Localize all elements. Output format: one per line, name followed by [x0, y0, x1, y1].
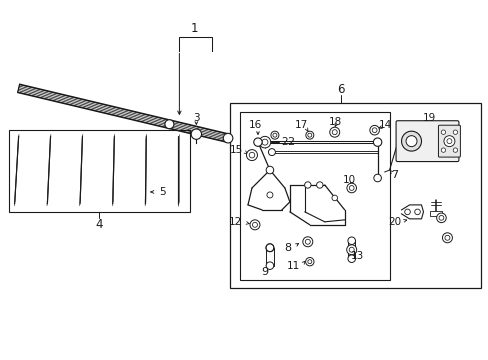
Circle shape — [440, 148, 445, 152]
Text: 12: 12 — [228, 217, 242, 227]
Circle shape — [329, 127, 339, 137]
Circle shape — [266, 192, 272, 198]
Text: 8: 8 — [284, 243, 291, 253]
Text: 16: 16 — [248, 120, 261, 130]
FancyBboxPatch shape — [395, 121, 458, 162]
Circle shape — [265, 166, 273, 174]
Circle shape — [348, 185, 353, 190]
Text: 3: 3 — [193, 113, 199, 123]
Circle shape — [267, 246, 271, 250]
Text: 4: 4 — [96, 218, 103, 231]
Text: 15: 15 — [229, 145, 243, 155]
Text: 10: 10 — [342, 175, 355, 185]
Text: 18: 18 — [328, 117, 342, 127]
Bar — [229, 103, 480, 288]
Circle shape — [331, 130, 337, 135]
Circle shape — [369, 125, 379, 135]
Circle shape — [452, 130, 457, 134]
Circle shape — [191, 129, 201, 139]
Circle shape — [346, 183, 356, 193]
Circle shape — [265, 244, 273, 252]
Circle shape — [265, 244, 273, 252]
Circle shape — [446, 139, 451, 144]
Circle shape — [262, 139, 267, 145]
Circle shape — [371, 128, 376, 132]
Circle shape — [249, 152, 254, 158]
Circle shape — [265, 262, 273, 269]
Circle shape — [346, 245, 356, 255]
Text: 14: 14 — [378, 120, 391, 130]
Bar — [240, 112, 389, 280]
Circle shape — [442, 233, 451, 243]
Circle shape — [401, 131, 421, 151]
Text: 17: 17 — [295, 120, 308, 130]
FancyBboxPatch shape — [438, 125, 459, 157]
Bar — [9, 130, 190, 212]
Circle shape — [305, 257, 313, 266]
Circle shape — [223, 134, 232, 143]
Circle shape — [373, 174, 381, 182]
Text: 20: 20 — [387, 217, 401, 227]
Circle shape — [268, 149, 275, 156]
Text: 9: 9 — [261, 267, 268, 276]
Circle shape — [253, 138, 262, 146]
Circle shape — [246, 150, 257, 161]
Bar — [429, 211, 442, 216]
Circle shape — [444, 235, 449, 240]
Text: 11: 11 — [286, 261, 299, 271]
Circle shape — [443, 136, 454, 147]
Bar — [347, 241, 355, 259]
Circle shape — [331, 195, 337, 201]
Circle shape — [436, 213, 446, 222]
Circle shape — [272, 133, 276, 137]
Circle shape — [316, 182, 322, 188]
Circle shape — [452, 148, 457, 152]
Text: 7: 7 — [391, 170, 398, 180]
Circle shape — [252, 222, 257, 227]
Text: 1: 1 — [190, 22, 198, 35]
Text: 19: 19 — [422, 113, 435, 123]
Text: 13: 13 — [350, 251, 364, 261]
Circle shape — [305, 131, 313, 139]
Circle shape — [414, 209, 420, 215]
Text: 5: 5 — [159, 187, 165, 197]
Circle shape — [304, 182, 310, 188]
Circle shape — [347, 255, 355, 262]
Circle shape — [305, 239, 310, 244]
Circle shape — [164, 120, 174, 129]
Circle shape — [347, 237, 355, 244]
Circle shape — [307, 260, 311, 264]
Circle shape — [438, 216, 443, 220]
Text: 2: 2 — [281, 137, 287, 147]
Bar — [265, 248, 273, 266]
Circle shape — [440, 130, 445, 134]
Circle shape — [270, 131, 278, 139]
Circle shape — [302, 237, 312, 247]
Circle shape — [307, 133, 311, 137]
Circle shape — [348, 247, 353, 252]
Circle shape — [405, 136, 416, 147]
Circle shape — [259, 136, 270, 148]
Circle shape — [249, 220, 260, 230]
Circle shape — [404, 209, 409, 215]
Circle shape — [373, 138, 381, 146]
Text: 6: 6 — [336, 83, 344, 96]
Text: 2: 2 — [286, 137, 293, 147]
